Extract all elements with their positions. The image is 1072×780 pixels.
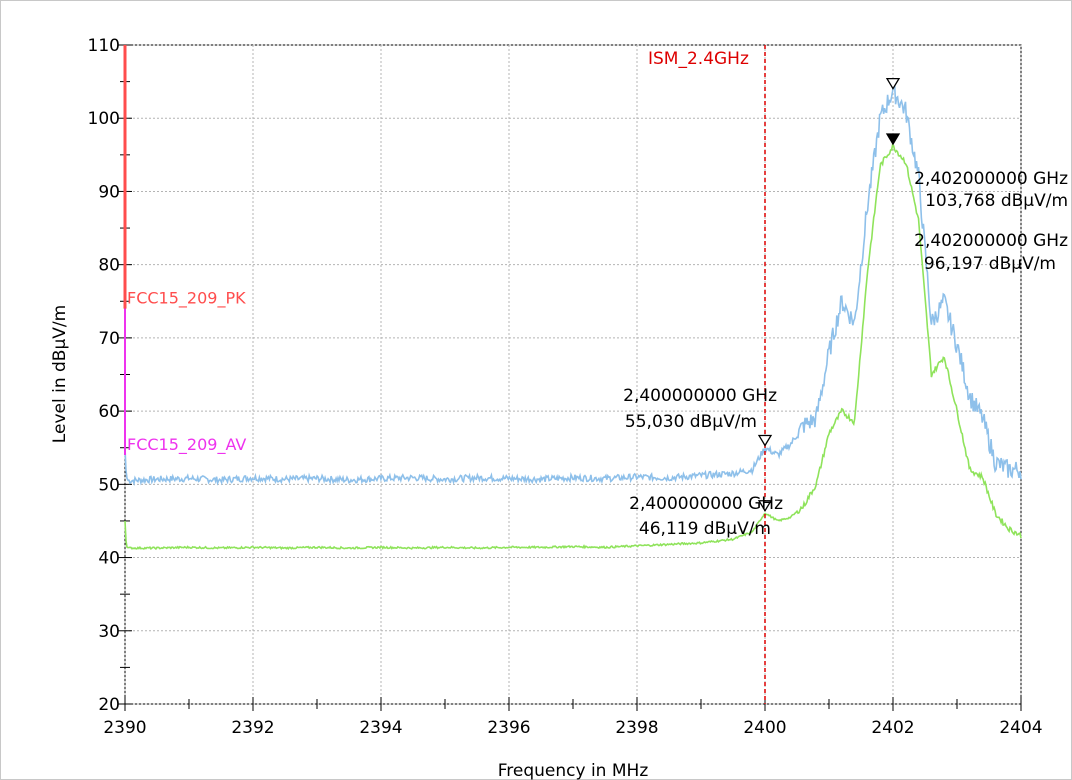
x-tick-label: 2404 xyxy=(999,718,1042,738)
y-tick-label: 50 xyxy=(98,475,120,495)
y-tick-labels: 20 30 40 50 60 70 80 90 100 110 xyxy=(88,36,132,715)
markers-layer xyxy=(757,77,901,513)
marker-avg_2400 xyxy=(757,500,773,513)
y-axis-title: Level in dBµV/m xyxy=(50,305,70,443)
y-tick-label: 80 xyxy=(98,256,120,276)
x-tick-label: 2394 xyxy=(359,718,402,738)
plot-area xyxy=(124,44,1022,705)
marker-avg_2402 xyxy=(885,133,901,146)
limit-pk-label: FCC15_209_PK xyxy=(127,289,246,309)
x-axis-title: Frequency in MHz xyxy=(498,761,649,780)
marker-label-avg-2402-freq: 2,402000000 GHz xyxy=(914,231,1068,251)
series-layer xyxy=(124,82,1022,551)
y-tick-label: 100 xyxy=(88,109,120,129)
ism-line-label: ISM_2.4GHz xyxy=(648,49,749,69)
marker-label-peak-2402-level: 103,768 dBµV/m xyxy=(925,191,1068,211)
marker-peak_2402 xyxy=(885,77,901,90)
x-tick-label: 2402 xyxy=(871,718,914,738)
x-tick-label: 2398 xyxy=(615,718,658,738)
x-tick-label: 2392 xyxy=(231,718,274,738)
x-tick-label: 2400 xyxy=(743,718,786,738)
y-tick-label: 90 xyxy=(98,182,120,202)
marker-label-avg-2402-level: 96,197 dBµV/m xyxy=(924,254,1056,274)
marker-peak_2400 xyxy=(757,434,773,447)
y-tick-label: 60 xyxy=(98,402,120,422)
x-tick-label: 2396 xyxy=(487,718,530,738)
x-tick-label: 2390 xyxy=(103,718,146,738)
marker-label-avg-2400-level: 46,119 dBµV/m xyxy=(639,519,771,539)
marker-label-peak-2402-freq: 2,402000000 GHz xyxy=(914,169,1068,189)
marker-label-avg-2400-freq: 2,400000000 GHz xyxy=(629,494,783,514)
marker-label-peak-2400-level: 55,030 dBµV/m xyxy=(625,412,757,432)
y-tick-label: 40 xyxy=(98,549,120,569)
series-peak-line xyxy=(124,82,1022,487)
y-tick-label: 110 xyxy=(88,36,120,56)
series-average-line xyxy=(124,143,1022,551)
y-tick-label: 70 xyxy=(98,329,120,349)
marker-label-peak-2400-freq: 2,400000000 GHz xyxy=(623,386,777,406)
x-tick-labels: 2390 2392 2394 2396 2398 2400 2402 2404 xyxy=(103,697,1043,738)
limit-av-label: FCC15_209_AV xyxy=(127,435,246,455)
y-tick-label: 30 xyxy=(98,622,120,642)
y-tick-label: 20 xyxy=(98,695,120,715)
